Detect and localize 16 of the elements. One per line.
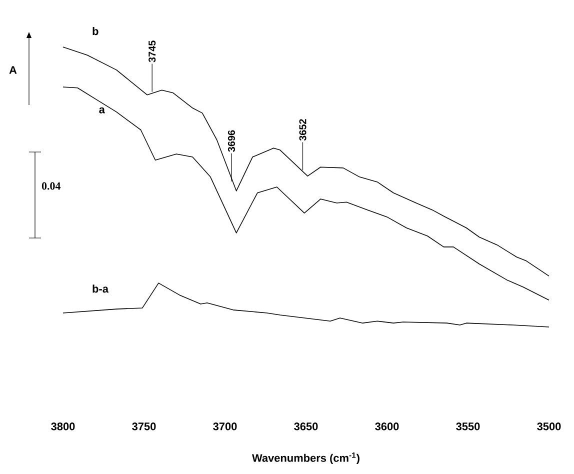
series-label: b-a bbox=[92, 284, 109, 293]
annotation: 3745 bbox=[148, 40, 156, 62]
text: 0.04 bbox=[42, 182, 60, 190]
annotation: 3652 bbox=[299, 119, 306, 141]
x-axis-title: Wavenumbers (cm$^{-1}$) bbox=[252, 452, 360, 464]
x-tick-label: 3650 bbox=[294, 422, 318, 430]
x-tick-label: 3750 bbox=[132, 422, 156, 430]
x-tick-label: 3700 bbox=[213, 422, 237, 430]
annotation: 3696 bbox=[228, 130, 236, 152]
text: A bbox=[9, 66, 17, 74]
series-label: a bbox=[99, 107, 105, 114]
x-tick-label: 3500 bbox=[537, 422, 561, 430]
x-tick-label: 3800 bbox=[51, 422, 75, 430]
x-tick-label: 3600 bbox=[375, 422, 399, 430]
series-label: b bbox=[92, 27, 98, 36]
x-tick-label: 3550 bbox=[456, 422, 480, 430]
